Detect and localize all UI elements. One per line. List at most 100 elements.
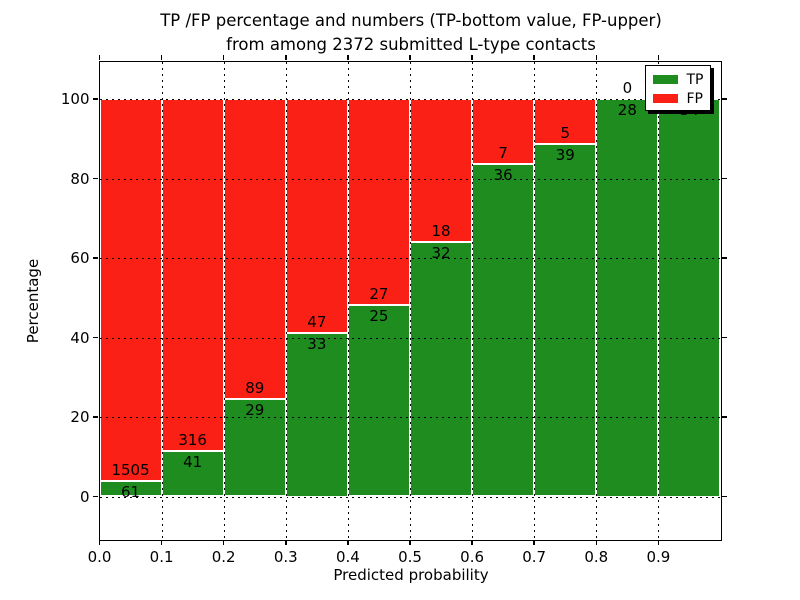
gridline-vertical [658, 61, 660, 540]
y-tick-mark-right [722, 98, 727, 100]
x-tick-mark-top [409, 55, 411, 60]
x-tick-label: 0.1 [149, 547, 174, 566]
x-tick-mark [285, 539, 287, 545]
y-tick-mark [93, 257, 98, 259]
chart-title-line-1: TP /FP percentage and numbers (TP-bottom… [160, 11, 662, 30]
x-tick-mark [533, 539, 535, 545]
x-tick-label: 0.8 [584, 547, 609, 566]
y-tick-mark [93, 416, 98, 418]
y-tick-label: 80 [70, 169, 90, 188]
bar-segment-tp [161, 450, 224, 497]
legend-label-fp: FP [686, 90, 704, 107]
x-tick-mark-top [160, 55, 163, 60]
bar-segment-fp [347, 99, 410, 306]
legend-label-tp: TP [686, 71, 704, 88]
x-tick-label: 0.0 [87, 547, 112, 566]
x-tick-mark [160, 539, 163, 545]
y-tick-mark [93, 177, 98, 180]
legend-entry-tp: TP [652, 70, 710, 89]
x-tick-label: 0.5 [398, 547, 422, 566]
x-tick-mark [471, 539, 473, 545]
bar-segment-fp [410, 99, 473, 243]
bar-segment-tp [658, 99, 721, 497]
bar-segment-fp [223, 99, 286, 399]
bar-count-label-tp: 41 [183, 452, 203, 471]
x-tick-label: 0.6 [460, 547, 485, 566]
bar-segment-tp [99, 481, 162, 497]
x-tick-mark [347, 539, 349, 545]
y-tick-mark [93, 495, 98, 498]
x-tick-mark-top [98, 55, 101, 60]
x-tick-mark [222, 539, 225, 545]
plot-area: TP FP 61 1505 41 316 29 89 33 47 25 27 32 18 36 7 39 5 2… [61, 55, 727, 566]
bar-count-label-tp: 29 [245, 400, 265, 419]
bar-count-label-fp: 89 [245, 378, 265, 397]
x-tick-label: 0.7 [522, 547, 547, 566]
gridline-vertical [285, 61, 287, 540]
gridline-vertical [223, 61, 225, 540]
y-tick-mark-right [722, 416, 727, 418]
bar-count-label-fp: 5 [560, 124, 570, 143]
gridline-vertical [410, 61, 411, 540]
y-tick-label: 40 [70, 328, 90, 347]
x-tick-mark-top [595, 55, 598, 60]
bar-segment-tp [347, 305, 410, 497]
legend-swatch-fp-icon [652, 94, 678, 103]
chart-title-line-2: from among 2372 submitted L-type contact… [226, 35, 596, 54]
x-tick-mark [657, 539, 660, 545]
legend-swatch-tp-icon [652, 75, 678, 84]
bar-segment-tp [472, 163, 535, 497]
y-tick-mark [93, 98, 98, 100]
x-tick-label: 0.9 [646, 547, 671, 566]
legend: TP FP [644, 64, 711, 111]
bar-count-label-tp: 36 [493, 165, 513, 184]
bar-count-label-fp: 1505 [111, 461, 150, 480]
y-tick-label: 20 [70, 408, 90, 426]
y-tick-mark-right [722, 336, 727, 339]
bar-segment-fp [285, 99, 348, 333]
bar-count-label-fp: 316 [178, 430, 207, 449]
x-tick-label: 0.3 [273, 547, 298, 566]
x-tick-mark [595, 539, 598, 545]
legend-entry-fp: FP [652, 89, 710, 108]
bar-count-label-tp: 61 [121, 483, 141, 502]
bar-count-label-tp: 39 [555, 146, 575, 165]
chart-title: TP /FP percentage and numbers (TP-bottom… [100, 9, 722, 57]
x-tick-mark-top [471, 55, 473, 60]
x-tick-mark-top [222, 55, 225, 60]
bar-count-label-tp: 28 [617, 101, 637, 119]
y-axis-label: Percentage [24, 258, 42, 344]
y-tick-label: 0 [79, 487, 90, 506]
bar-segment-tp [596, 99, 659, 497]
bar-segment-tp [410, 242, 473, 497]
gridline-vertical [161, 61, 163, 540]
y-tick-label: 100 [60, 90, 90, 108]
gridline-vertical [596, 61, 598, 540]
x-tick-mark-top [533, 55, 535, 60]
bar-count-label-tp: 25 [369, 307, 389, 326]
bar-segment-tp [223, 398, 286, 497]
x-axis-label: Predicted probability [333, 566, 489, 584]
bar-segment-tp [534, 144, 597, 497]
y-tick-mark-right [722, 495, 727, 498]
bar-count-label-tp: 33 [307, 334, 327, 353]
bar-segment-fp [472, 99, 535, 164]
x-tick-label: 0.4 [335, 547, 360, 566]
bar-count-label-fp: 7 [498, 143, 508, 162]
bar-count-label-fp: 0 [622, 79, 633, 97]
bar-segment-fp [99, 99, 162, 482]
bar-count-label-fp: 47 [307, 312, 327, 331]
bar-count-label-tp: 32 [431, 244, 451, 263]
y-tick-label: 60 [70, 249, 90, 267]
y-tick-mark-right [722, 257, 727, 259]
bar-segment-fp [161, 99, 224, 451]
bar-count-label-fp: 27 [369, 285, 389, 304]
bar-segment-tp [285, 332, 348, 497]
x-tick-mark-top [347, 55, 349, 60]
gridline-vertical [534, 61, 536, 540]
x-tick-mark-top [657, 55, 660, 60]
x-tick-label: 0.2 [211, 547, 236, 566]
gridline-vertical [472, 61, 474, 540]
x-tick-mark-top [285, 55, 287, 60]
